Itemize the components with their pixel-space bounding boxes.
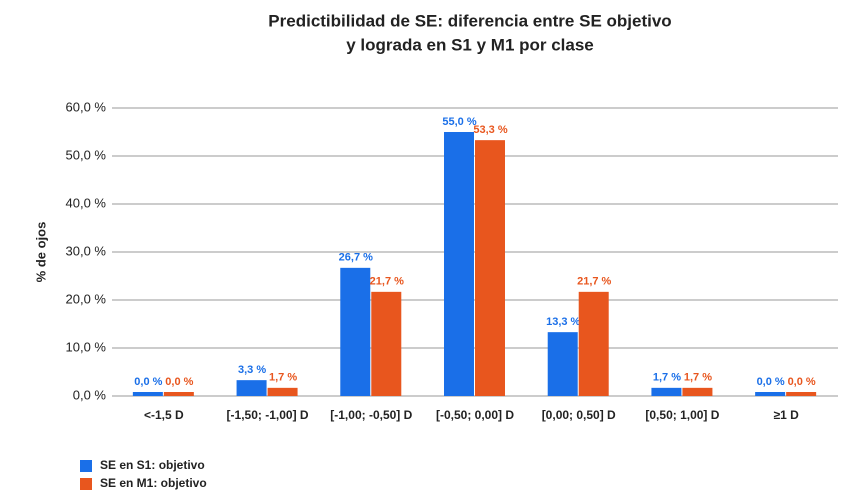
value-label: 55,0 %	[442, 116, 476, 128]
y-axis-label: % de ojos	[33, 222, 48, 283]
x-tick-label: [-0,50; 0,00] D	[436, 408, 514, 422]
bar	[371, 291, 402, 396]
legend-label: SE en M1: objetivo	[100, 476, 207, 490]
legend-label: SE en S1: objetivo	[100, 458, 205, 472]
legend-swatch	[80, 460, 92, 472]
x-tick-label: [0,00; 0,50] D	[542, 408, 616, 422]
bar	[163, 392, 194, 396]
y-tick-label: 20,0 %	[66, 291, 107, 306]
x-tick-label: [0,50; 1,00] D	[645, 408, 719, 422]
value-label: 21,7 %	[370, 276, 404, 288]
x-tick-label: [-1,00; -0,50] D	[330, 408, 412, 422]
value-label: 1,7 %	[269, 372, 297, 384]
value-label: 3,3 %	[238, 364, 266, 376]
chart-title: Predictibilidad de SE: diferencia entre …	[268, 11, 671, 30]
bar	[444, 132, 474, 396]
bar	[475, 140, 505, 396]
y-tick-label: 10,0 %	[66, 339, 107, 354]
value-label: 1,7 %	[653, 372, 681, 384]
bar	[547, 332, 578, 396]
legend-swatch	[80, 478, 92, 490]
chart-title: y lograda en S1 y M1 por clase	[346, 35, 594, 54]
bar	[786, 392, 817, 396]
value-label: 21,7 %	[577, 276, 611, 288]
x-tick-label: [-1,50; -1,00] D	[227, 408, 309, 422]
y-tick-label: 30,0 %	[66, 243, 107, 258]
value-label: 26,7 %	[339, 252, 373, 264]
value-label: 1,7 %	[684, 372, 712, 384]
y-tick-label: 0,0 %	[73, 387, 107, 402]
y-tick-label: 40,0 %	[66, 195, 107, 210]
bar	[132, 392, 163, 396]
x-tick-label: ≥1 D	[774, 408, 800, 422]
value-label: 0,0 %	[165, 376, 193, 388]
bar	[340, 267, 371, 396]
bar	[236, 380, 267, 396]
y-tick-label: 60,0 %	[66, 99, 107, 114]
value-label: 0,0 %	[134, 376, 162, 388]
bar	[682, 387, 713, 396]
x-tick-label: <-1,5 D	[144, 408, 184, 422]
bar	[267, 387, 298, 396]
value-label: 53,3 %	[473, 124, 507, 136]
value-label: 0,0 %	[757, 376, 785, 388]
bar	[651, 387, 682, 396]
y-tick-label: 50,0 %	[66, 147, 107, 162]
value-label: 13,3 %	[546, 316, 580, 328]
bar	[578, 291, 609, 396]
bar	[755, 392, 786, 396]
value-label: 0,0 %	[788, 376, 816, 388]
